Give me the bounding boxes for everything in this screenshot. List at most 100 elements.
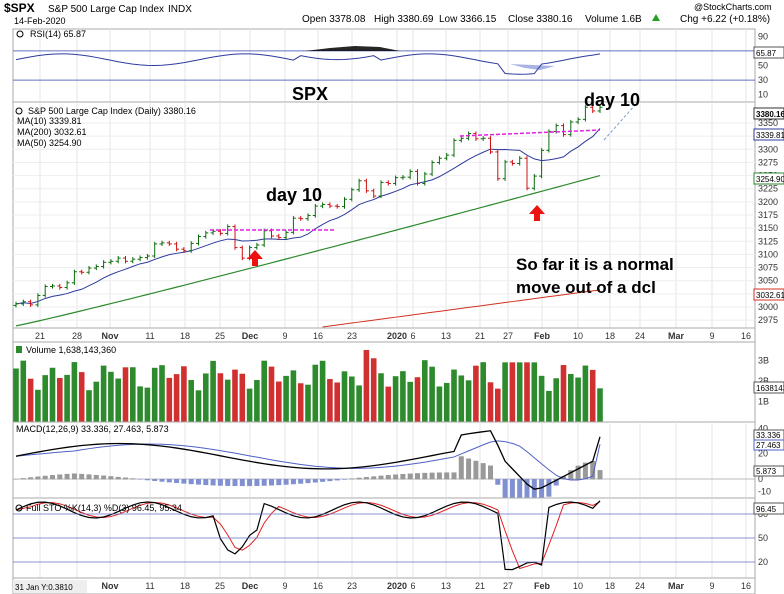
macd-hist-bar — [42, 475, 48, 480]
macd-hist-bar — [436, 472, 442, 480]
rsi-panel — [12, 28, 756, 103]
rsi-line — [15, 53, 601, 75]
x-tick-label: 13 — [441, 581, 451, 591]
macd-hist-bar — [349, 478, 355, 480]
macd-hist-bar — [152, 479, 158, 481]
macd-tag-1: 33.336 — [756, 431, 781, 440]
x-tick-label: Dec — [242, 581, 259, 591]
callout-line2: move out of a dcl — [516, 278, 656, 297]
ma50-line — [15, 174, 601, 327]
volume-bar — [35, 389, 41, 422]
volume-bar — [57, 377, 63, 422]
volume-bar — [327, 379, 333, 422]
x-tick-label: Mar — [668, 581, 685, 591]
x-tick-label: 18 — [180, 581, 190, 591]
x-tick-label: 13 — [441, 331, 451, 341]
sto-label: Full STO %K(14,3) %D(3) 96.45, 95.34 — [26, 503, 182, 513]
brand: @StockCharts.com — [694, 2, 772, 12]
volume-bar — [531, 362, 538, 422]
header-low: Low 3366.15 — [439, 14, 497, 25]
macd-hist-bar — [174, 479, 180, 484]
volume-bar — [312, 364, 319, 422]
x-tick-label: 9 — [282, 331, 287, 341]
ma200-tag: 3032.61 — [756, 291, 784, 300]
x-tick-label: 11 — [145, 331, 154, 341]
price-tick-label: 3125 — [758, 236, 778, 246]
volume-bar — [290, 370, 297, 422]
volume-bar — [560, 365, 567, 422]
volume-bar — [86, 390, 92, 422]
volume-icon — [16, 346, 22, 353]
macd-hist-bar — [495, 479, 501, 485]
x-tick-label: 2020 — [387, 331, 407, 341]
x-tick-label: 23 — [347, 581, 357, 591]
macd-hist-bar — [188, 479, 194, 485]
volume-bar — [108, 371, 114, 422]
sto-icon — [15, 504, 23, 512]
volume-tick-label: 3B — [758, 355, 769, 365]
volume-bar — [268, 366, 275, 422]
macd-tag-3: 5.873 — [756, 467, 777, 476]
volume-bar — [49, 367, 56, 422]
x-tick-label: 9 — [709, 331, 714, 341]
volume-bar — [166, 377, 173, 422]
macd-line — [15, 430, 601, 490]
ma10-tag: 3339.81 — [756, 131, 784, 140]
volume-bar — [188, 379, 194, 422]
macd-hist-bar — [290, 479, 296, 485]
volume-bar — [436, 386, 443, 422]
volume-bar — [42, 375, 48, 422]
macd-hist-bar — [57, 474, 63, 480]
volume-bar — [392, 376, 399, 422]
macd-hist-bar — [378, 475, 384, 480]
x-tick-label: 21 — [475, 331, 485, 341]
volume-bar — [224, 379, 231, 422]
volume-bar — [487, 382, 494, 422]
x-tick-label: 25 — [215, 331, 225, 341]
volume-bar — [407, 381, 413, 422]
ma200-tag-box — [753, 288, 784, 301]
macd-hist-bar — [123, 477, 128, 480]
macd-hist-bar — [50, 475, 55, 480]
macd-hist-bar — [261, 479, 267, 486]
rsi-label: RSI(14) 65.87 — [30, 29, 86, 39]
macd-hist-bar — [305, 479, 311, 484]
x-tick-label: 6 — [410, 581, 415, 591]
volume-bar — [422, 360, 428, 422]
price-tick-label: 3300 — [758, 144, 778, 154]
ma200-line — [322, 289, 601, 328]
volume-bar — [568, 373, 574, 422]
macd-tick-label: 0 — [758, 474, 763, 484]
x-tick-label: 21 — [475, 581, 485, 591]
x-tick-label: 25 — [215, 581, 225, 591]
volume-bar — [378, 373, 384, 422]
x-tick-label: 9 — [709, 581, 714, 591]
macd-hist-bar — [363, 477, 369, 480]
rsi-tick-label: 50 — [758, 61, 768, 71]
volume-bar — [553, 378, 559, 422]
macd-hist-bar — [553, 479, 559, 486]
macd-hist-bar — [342, 479, 347, 480]
ma10-tag-box — [753, 128, 784, 141]
price-icon — [15, 107, 23, 115]
price-tick-label: 3275 — [758, 157, 778, 167]
x-tick-label: 6 — [410, 331, 415, 341]
volume-bar — [363, 350, 370, 422]
header-close: Close 3380.16 — [508, 14, 573, 25]
volume-bar — [71, 362, 78, 422]
macd-hist-bar — [517, 479, 523, 516]
annotation-day10-left: day 10 — [266, 185, 322, 205]
rsi-overbought-fill — [305, 46, 400, 51]
volume-bar — [465, 380, 472, 422]
ma50-tag-box — [753, 172, 784, 185]
x-tick-label: 16 — [313, 581, 323, 591]
exchange: INDX — [168, 4, 192, 15]
macd-tick-label: 40 — [758, 423, 768, 433]
x-tick-label: 10 — [573, 331, 583, 341]
volume-bar — [246, 388, 253, 422]
volume-bar — [319, 360, 326, 422]
x-tick-label: 16 — [741, 581, 751, 591]
up-triangle-icon — [652, 14, 660, 21]
macd-hist-bar — [166, 479, 172, 483]
volume-bar — [297, 383, 304, 422]
